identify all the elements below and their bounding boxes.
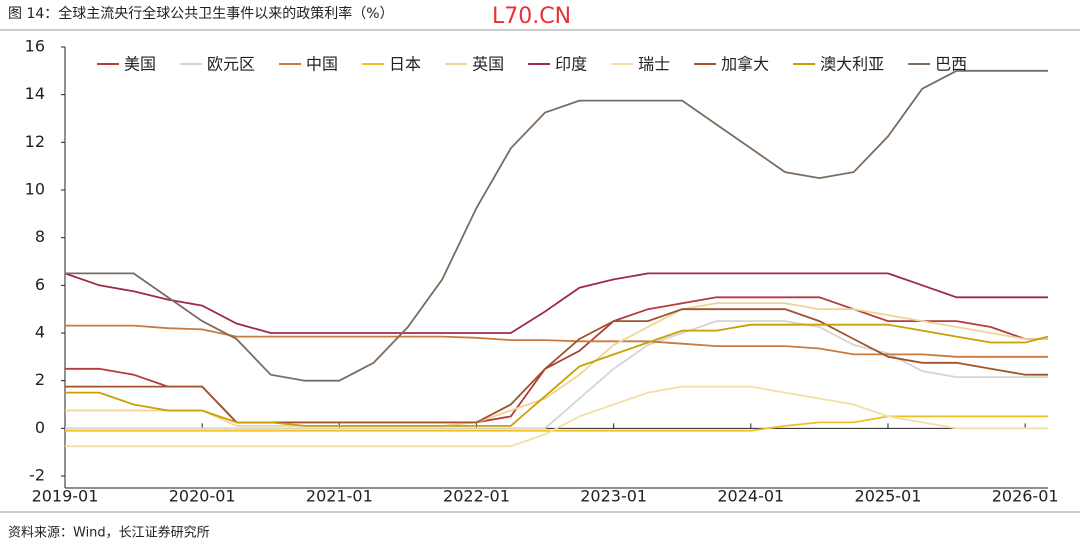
legend-label: 加拿大 bbox=[721, 55, 769, 74]
y-tick-label: 0 bbox=[35, 418, 45, 437]
legend-label: 印度 bbox=[555, 55, 587, 74]
x-tick-label: 2020-01 bbox=[169, 487, 236, 506]
y-tick-label: 6 bbox=[35, 275, 45, 294]
series-line bbox=[65, 69, 1048, 382]
x-tick-label: 2025-01 bbox=[855, 487, 922, 506]
x-tick-label: 2024-01 bbox=[717, 487, 784, 506]
legend-label: 英国 bbox=[472, 55, 504, 74]
y-tick-label: 10 bbox=[25, 180, 45, 199]
series-line bbox=[65, 308, 1048, 424]
y-tick-label: 2 bbox=[35, 370, 45, 389]
x-tick-label: 2019-01 bbox=[32, 487, 99, 506]
y-tick-label: 8 bbox=[35, 227, 45, 246]
y-tick-label: 12 bbox=[25, 132, 45, 151]
x-tick-label: 2021-01 bbox=[306, 487, 373, 506]
legend-label: 美国 bbox=[124, 55, 156, 74]
series-line bbox=[65, 385, 1048, 448]
y-tick-label: 4 bbox=[35, 323, 45, 342]
y-tick-label: -2 bbox=[29, 466, 45, 485]
source-note: 资料来源：Wind，长江证券研究所 bbox=[8, 525, 210, 541]
series-line bbox=[65, 320, 1048, 430]
legend-label: 中国 bbox=[306, 55, 338, 74]
y-tick-label: 16 bbox=[25, 37, 45, 56]
series-line bbox=[64, 272, 1048, 334]
chart-title: 图 14：全球主流央行全球公共卫生事件以来的政策利率（%） bbox=[8, 5, 394, 22]
series-line bbox=[65, 324, 1048, 358]
series-line bbox=[65, 415, 1048, 432]
legend-label: 澳大利亚 bbox=[820, 55, 884, 74]
x-tick-label: 2026-01 bbox=[992, 487, 1059, 506]
legend-label: 日本 bbox=[389, 55, 421, 74]
legend-label: 欧元区 bbox=[207, 55, 255, 74]
x-tick-label: 2022-01 bbox=[443, 487, 510, 506]
x-tick-label: 2023-01 bbox=[580, 487, 647, 506]
series-line bbox=[65, 302, 1048, 427]
y-tick-label: 14 bbox=[25, 84, 45, 103]
legend-label: 瑞士 bbox=[638, 55, 670, 74]
watermark: L70.CN bbox=[492, 4, 571, 29]
legend-label: 巴西 bbox=[935, 55, 967, 74]
series-line bbox=[65, 323, 1049, 427]
